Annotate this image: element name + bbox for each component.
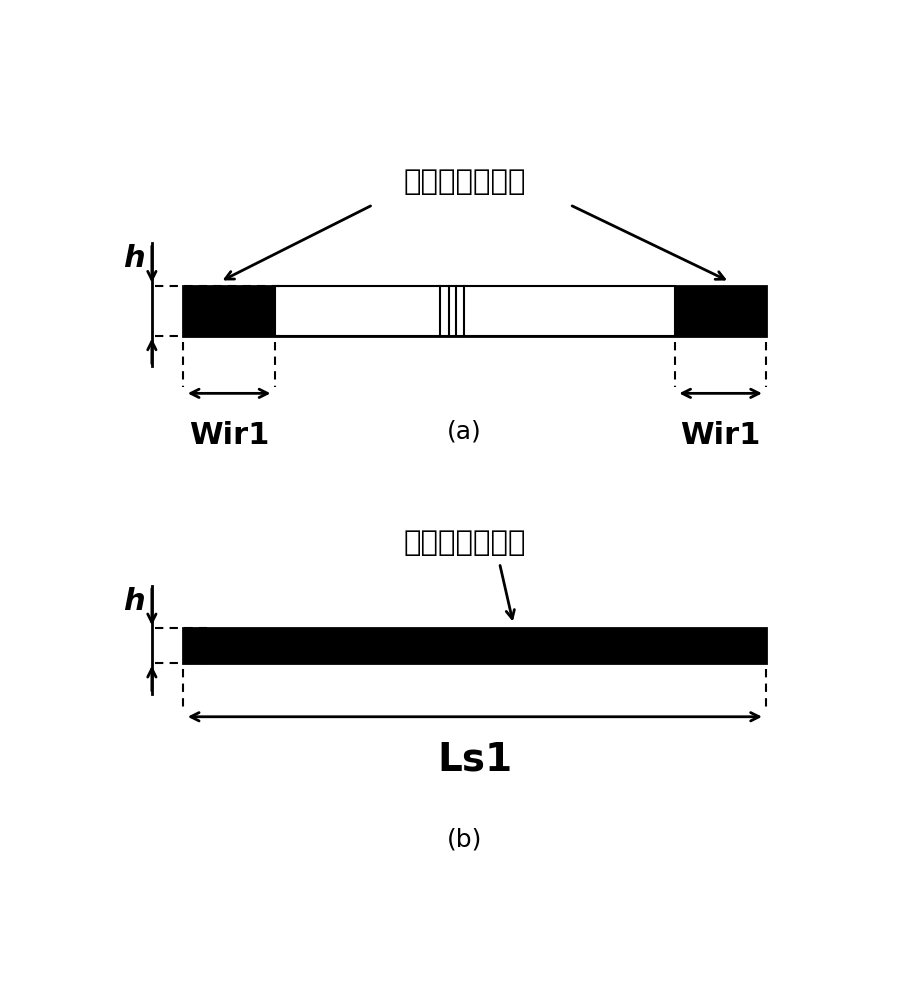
Text: Wir1: Wir1 <box>189 421 269 450</box>
Bar <box>183 628 766 663</box>
Text: (a): (a) <box>447 420 482 444</box>
Bar <box>183 286 766 336</box>
Text: h: h <box>123 587 145 616</box>
Bar <box>275 286 675 336</box>
Text: Wir1: Wir1 <box>680 421 761 450</box>
Text: 部分侧壁金属化: 部分侧壁金属化 <box>403 168 525 196</box>
Text: h: h <box>123 244 145 273</box>
Text: Ls1: Ls1 <box>438 740 513 778</box>
Text: 侧壁全部金属化: 侧壁全部金属化 <box>403 530 525 558</box>
Text: (b): (b) <box>447 828 482 852</box>
